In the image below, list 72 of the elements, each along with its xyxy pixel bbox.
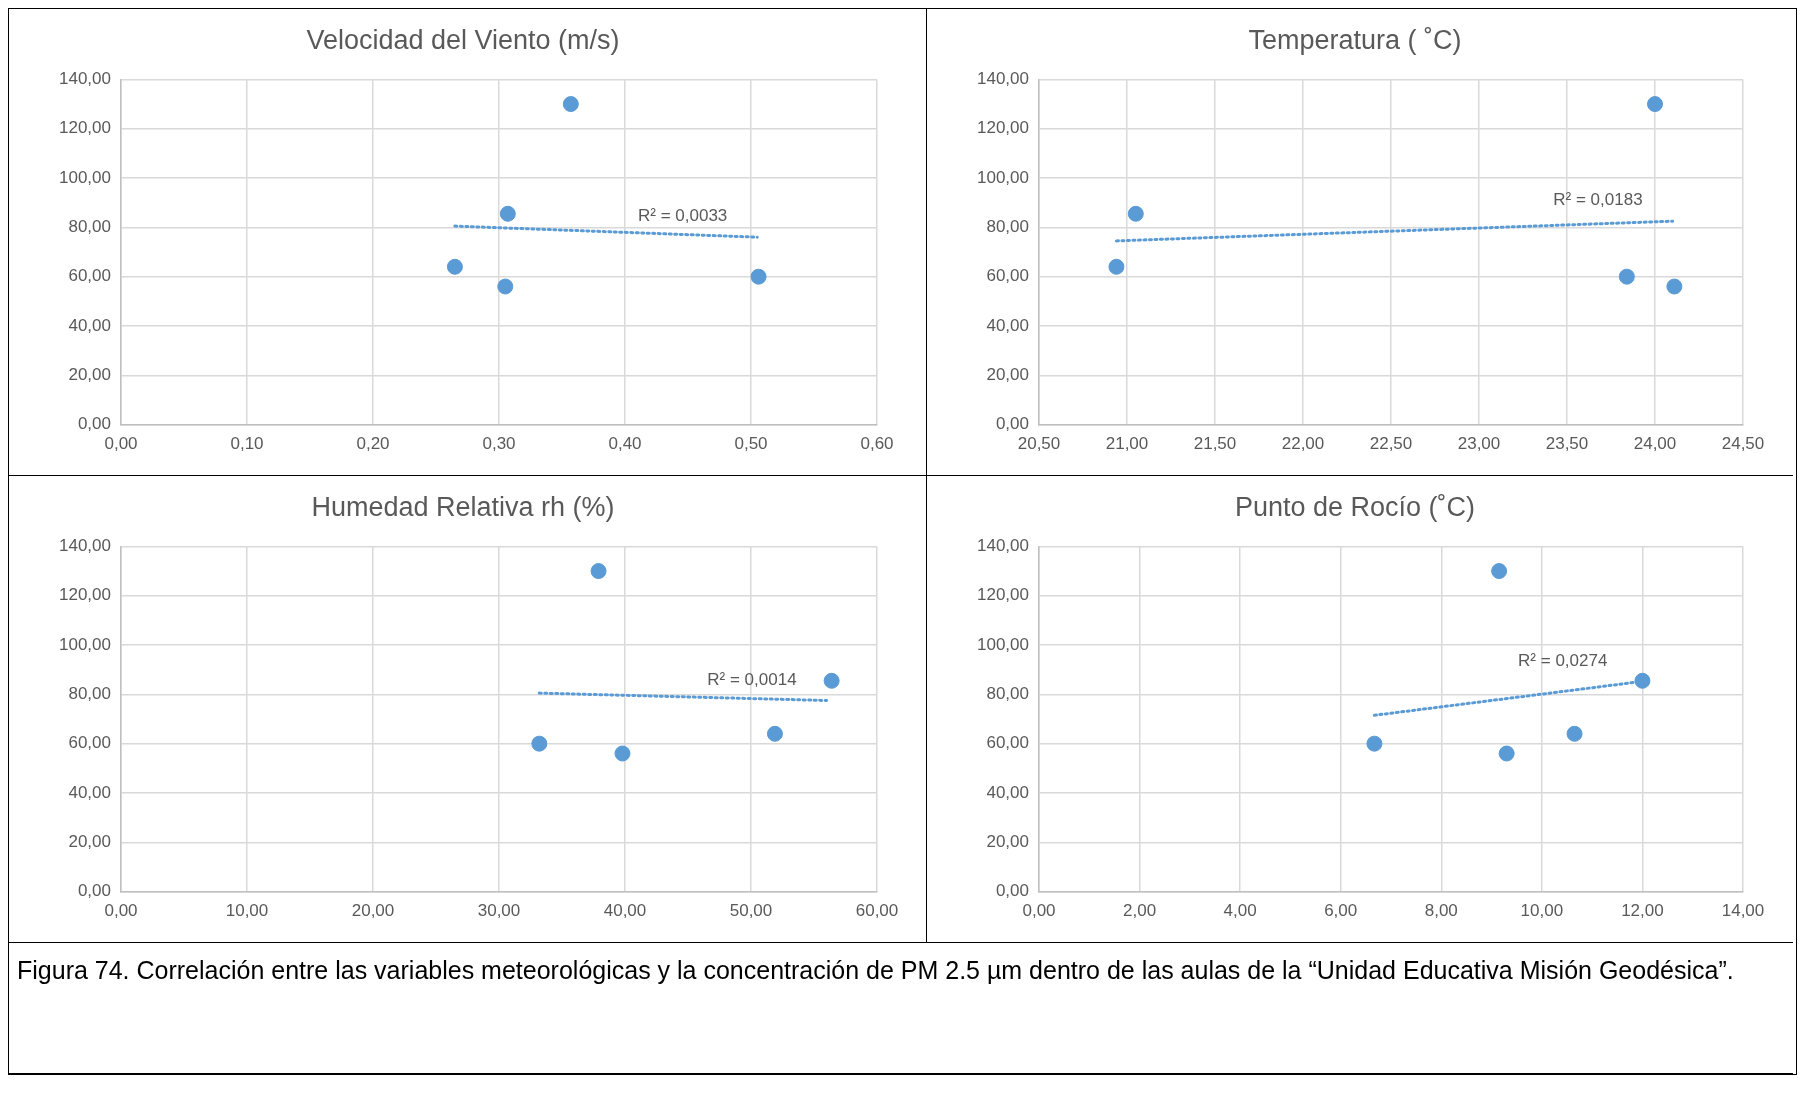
x-tick-label: 60,00	[855, 901, 899, 921]
y-tick-label: 40,00	[986, 315, 1029, 335]
x-tick-label: 12,00	[1621, 901, 1664, 921]
y-tick-label: 140,00	[59, 536, 111, 556]
x-tick-label: 0,10	[230, 434, 264, 454]
x-tick-label: 2,00	[1123, 901, 1157, 921]
y-tick-label: 80,00	[68, 684, 111, 704]
x-tick-label: 22,00	[1281, 434, 1325, 454]
annotation: R² = 0,0033	[637, 206, 728, 226]
y-tick-label: 20,00	[68, 831, 111, 851]
y-tick-label: 120,00	[59, 118, 111, 138]
chart-title: Temperatura ( ˚C)	[1248, 24, 1462, 55]
x-tick-label: 24,00	[1633, 434, 1677, 454]
y-tick-label: 60,00	[986, 733, 1029, 753]
y-tick-label: 40,00	[68, 782, 111, 802]
y-tick-label: 0,00	[77, 881, 111, 901]
y-tick-label: 20,00	[68, 364, 111, 384]
y-tick-label: 100,00	[59, 167, 111, 187]
x-tick-label: 6,00	[1324, 901, 1358, 921]
x-tick-label: 50,00	[729, 901, 773, 921]
x-tick-label: 0,00	[104, 434, 138, 454]
x-tick-label: 21,50	[1193, 434, 1237, 454]
x-tick-label: 0,00	[104, 901, 138, 921]
x-tick-label: 30,00	[477, 901, 521, 921]
y-tick-label: 100,00	[977, 634, 1029, 654]
x-tick-label: 24,50	[1721, 434, 1765, 454]
x-tick-label: 10,00	[225, 901, 269, 921]
y-tick-label: 100,00	[977, 167, 1029, 187]
y-tick-label: 140,00	[977, 536, 1029, 556]
x-tick-label: 23,50	[1545, 434, 1589, 454]
x-tick-label: 21,00	[1105, 434, 1149, 454]
x-tick-label: 20,50	[1017, 434, 1061, 454]
x-tick-label: 0,40	[608, 434, 642, 454]
text: Figura 74. Correlación entre las variables meteorológicas y la concentración de PM 2.5 µm dentro de las aulas de la “Unidad Educativa Misión Geodésica”.	[17, 955, 1735, 986]
y-tick-label: 100,00	[59, 634, 111, 654]
y-tick-label: 40,00	[68, 315, 111, 335]
x-tick-label: 22,50	[1369, 434, 1413, 454]
x-tick-label: 0,30	[482, 434, 516, 454]
y-tick-label: 120,00	[59, 585, 111, 605]
x-tick-label: 0,50	[734, 434, 768, 454]
y-tick-label: 60,00	[986, 266, 1029, 286]
y-tick-label: 40,00	[986, 782, 1029, 802]
y-tick-label: 120,00	[977, 585, 1029, 605]
x-tick-label: 23,00	[1457, 434, 1501, 454]
x-tick-label: 40,00	[603, 901, 647, 921]
y-tick-label: 0,00	[77, 414, 111, 434]
y-tick-label: 140,00	[59, 69, 111, 89]
y-tick-label: 80,00	[986, 217, 1029, 237]
chart-title: Punto de Rocío (˚C)	[1234, 491, 1476, 522]
annotation: R² = 0,0014	[707, 669, 797, 689]
x-tick-label: 0,20	[356, 434, 390, 454]
x-tick-label: 10,00	[1520, 901, 1564, 921]
y-tick-label: 20,00	[986, 831, 1029, 851]
x-tick-label: 0,00	[1022, 901, 1056, 921]
y-tick-label: 80,00	[68, 217, 111, 237]
annotation: R² = 0,0183	[1553, 190, 1643, 210]
chart-title: Velocidad del Viento (m/s)	[306, 24, 620, 55]
y-tick-label: 0,00	[995, 881, 1029, 901]
chart-title: Humedad Relativa rh (%)	[311, 491, 615, 522]
y-tick-label: 120,00	[977, 118, 1029, 138]
y-tick-label: 0,00	[995, 414, 1029, 434]
x-tick-label: 4,00	[1223, 901, 1257, 921]
x-tick-label: 14,00	[1721, 901, 1765, 921]
y-tick-label: 60,00	[68, 266, 111, 286]
y-tick-label: 20,00	[986, 364, 1029, 384]
y-tick-label: 60,00	[68, 733, 111, 753]
x-tick-label: 0,60	[860, 434, 894, 454]
x-tick-label: 8,00	[1424, 901, 1458, 921]
y-tick-label: 140,00	[977, 69, 1029, 89]
annotation: R² = 0,0274	[1518, 651, 1608, 671]
y-tick-label: 80,00	[986, 684, 1029, 704]
x-tick-label: 20,00	[351, 901, 395, 921]
